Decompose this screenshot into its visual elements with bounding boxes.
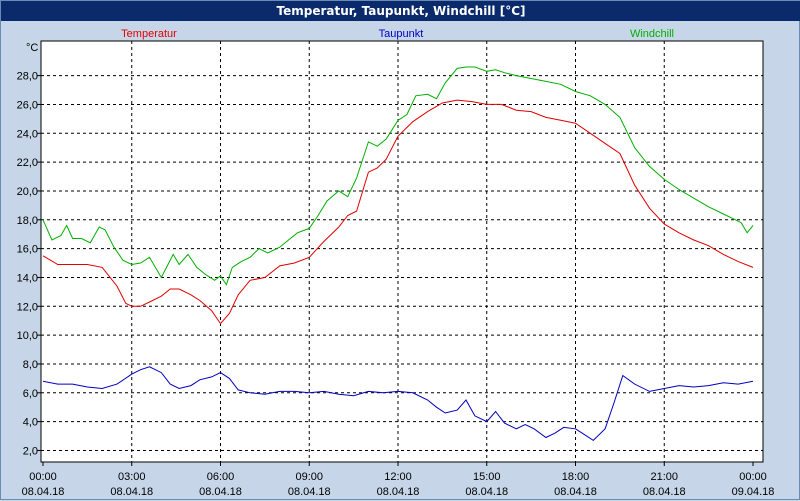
series-lines xyxy=(42,66,754,442)
y-tick-label: 2,0 xyxy=(23,445,38,457)
y-tick-label: 8,0 xyxy=(23,359,38,371)
x-tick-time: 00:00 xyxy=(739,471,767,483)
y-tick-label: 22,0 xyxy=(17,157,38,169)
y-tick-label: 28,0 xyxy=(17,71,38,83)
y-axis-unit-label: °C xyxy=(26,42,38,54)
legend-windchill: Windchill xyxy=(630,28,674,40)
x-tick-date: 08.04.18 xyxy=(554,486,597,498)
y-tick-label: 4,0 xyxy=(23,417,38,429)
y-tick-label: 20,0 xyxy=(17,186,38,198)
y-tick-label: 26,0 xyxy=(17,99,38,111)
y-axis: 2,0 4,0 6,0 8,0 10,0 12,0 14,0 16,0 18,0 20,0 22,0… xyxy=(17,71,41,457)
x-tick-time: 18:00 xyxy=(562,471,590,483)
x-tick-date: 09.04.18 xyxy=(732,486,775,498)
y-tick-label: 10,0 xyxy=(17,330,38,342)
y-tick-label: 24,0 xyxy=(17,128,38,140)
legend-taupunkt: Taupunkt xyxy=(379,28,424,40)
x-tick-date: 08.04.18 xyxy=(643,486,686,498)
legend: Temperatur Taupunkt Windchill xyxy=(121,28,674,40)
x-tick-time: 03:00 xyxy=(118,471,146,483)
x-tick-date: 08.04.18 xyxy=(465,486,508,498)
series-line-windchill xyxy=(42,66,754,286)
x-axis: 00:00 08.04.18 03:00 08.04.18 06:00 08.04.18 0… xyxy=(22,462,775,498)
x-tick-date: 08.04.18 xyxy=(110,486,153,498)
y-tick-label: 6,0 xyxy=(23,388,38,400)
y-tick-label: 14,0 xyxy=(17,272,38,284)
y-tick-label: 16,0 xyxy=(17,244,38,256)
x-tick-time: 09:00 xyxy=(295,471,323,483)
window-title: Temperatur, Taupunkt, Windchill [°C] xyxy=(1,1,800,21)
x-tick-time: 06:00 xyxy=(207,471,235,483)
y-tick-label: 12,0 xyxy=(17,301,38,313)
x-tick-date: 08.04.18 xyxy=(22,486,65,498)
x-tick-time: 12:00 xyxy=(384,471,412,483)
x-tick-time: 00:00 xyxy=(29,471,57,483)
x-tick-time: 15:00 xyxy=(473,471,501,483)
x-tick-date: 08.04.18 xyxy=(288,486,331,498)
x-tick-date: 08.04.18 xyxy=(377,486,420,498)
series-line-temperatur xyxy=(42,99,754,325)
y-tick-label: 18,0 xyxy=(17,215,38,227)
x-tick-date: 08.04.18 xyxy=(199,486,242,498)
series-line-taupunkt xyxy=(42,366,754,442)
x-tick-time: 21:00 xyxy=(650,471,678,483)
legend-temperatur: Temperatur xyxy=(121,28,177,40)
